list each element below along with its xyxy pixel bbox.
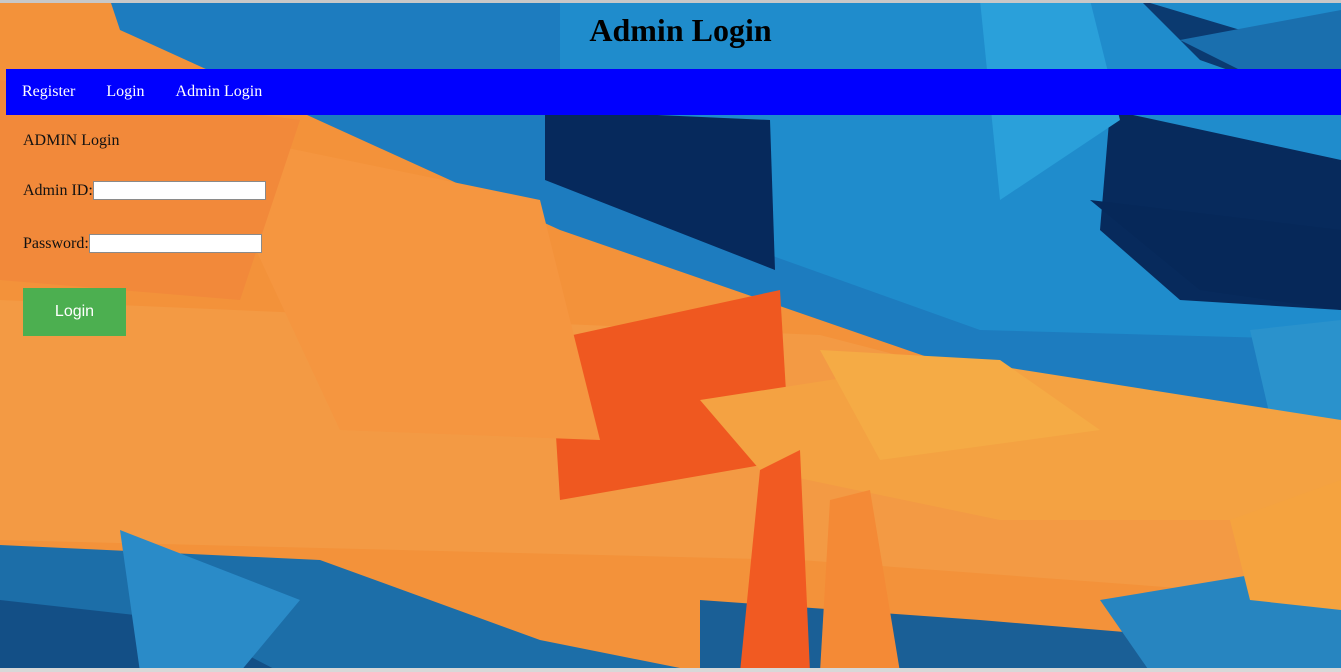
page-title: Admin Login — [589, 12, 772, 48]
nav-link-login[interactable]: Login — [106, 83, 145, 100]
nav-link-admin-login[interactable]: Admin Login — [175, 83, 263, 100]
nav-link-register[interactable]: Register — [22, 83, 76, 100]
navbar: Register Login Admin Login — [6, 69, 1341, 115]
window-top-border — [0, 0, 1341, 3]
window-bottom-border — [0, 668, 1341, 672]
admin-id-row: Admin ID: — [23, 181, 266, 200]
admin-id-label: Admin ID: — [23, 181, 93, 199]
form-section-title: ADMIN Login — [23, 132, 120, 149]
password-label: Password: — [23, 234, 89, 252]
password-input[interactable] — [88, 234, 262, 253]
login-submit-button[interactable]: Login — [23, 288, 126, 336]
admin-id-input[interactable] — [92, 181, 266, 200]
password-row: Password: — [23, 234, 262, 253]
